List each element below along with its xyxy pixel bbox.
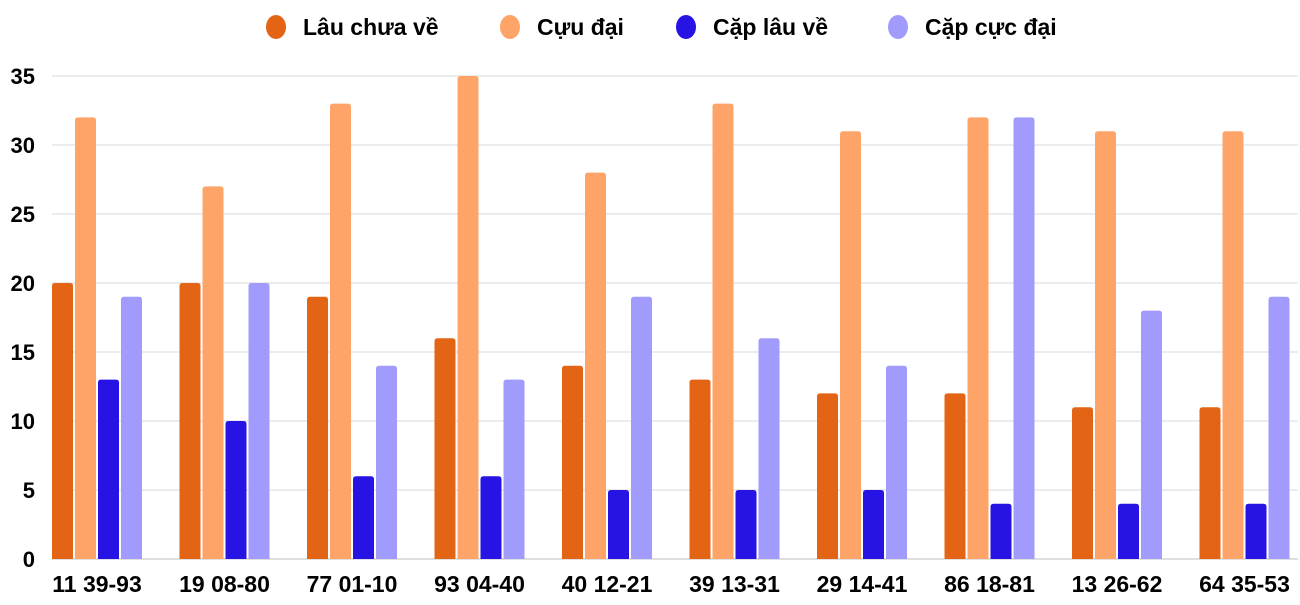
legend-swatch <box>676 15 696 39</box>
legend-swatch <box>888 15 908 39</box>
bar <box>457 76 479 559</box>
bar <box>1095 131 1116 559</box>
bar <box>944 393 966 559</box>
bars <box>52 76 1290 560</box>
bar <box>840 131 861 559</box>
legend[interactable]: Lâu chưa về Cựu đại Cặp lâu về Cặp cực đại <box>266 14 1057 40</box>
bar <box>202 186 224 559</box>
bar <box>353 476 374 559</box>
bar <box>225 421 247 559</box>
y-tick-label: 5 <box>23 478 35 503</box>
legend-item[interactable]: Cựu đại <box>500 14 624 40</box>
bar <box>480 476 502 559</box>
bar <box>1222 131 1244 559</box>
bar <box>817 393 838 559</box>
bar <box>689 379 711 559</box>
x-tick-label: 29 14-41 <box>817 571 908 597</box>
bar <box>1268 296 1290 559</box>
y-axis: 0 5 10 15 20 25 30 35 <box>11 64 35 572</box>
legend-item[interactable]: Cặp lâu về <box>676 14 828 40</box>
bar <box>1245 503 1267 559</box>
bar <box>503 379 525 559</box>
bar <box>758 338 780 559</box>
bar <box>967 117 989 560</box>
bar <box>608 490 629 559</box>
bar <box>863 490 884 559</box>
legend-label: Lâu chưa về <box>303 14 439 40</box>
legend-label: Cặp lâu về <box>713 14 828 40</box>
x-tick-label: 86 18-81 <box>944 571 1035 597</box>
legend-item[interactable]: Lâu chưa về <box>266 14 439 40</box>
x-tick-label: 13 26-62 <box>1072 571 1163 597</box>
bar <box>1118 503 1139 559</box>
bar <box>1013 117 1035 560</box>
bar <box>1199 407 1221 559</box>
bar <box>735 490 757 559</box>
bar <box>121 296 142 559</box>
bar <box>98 379 119 559</box>
x-tick-label: 93 04-40 <box>434 571 525 597</box>
x-tick-label: 11 39-93 <box>52 571 142 597</box>
y-tick-label: 10 <box>11 409 35 434</box>
x-tick-label: 40 12-21 <box>562 571 653 597</box>
x-axis: 11 39-93 19 08-80 77 01-10 93 04-40 40 12-21… <box>52 571 1290 597</box>
legend-label: Cựu đại <box>537 14 624 40</box>
bar <box>562 365 583 559</box>
bar <box>52 283 73 559</box>
legend-swatch <box>500 15 520 39</box>
y-tick-label: 25 <box>11 202 35 227</box>
bar <box>179 283 201 559</box>
y-tick-label: 30 <box>11 133 35 158</box>
y-tick-label: 20 <box>11 271 35 296</box>
bar <box>434 338 456 559</box>
bar <box>990 503 1012 559</box>
y-tick-label: 35 <box>11 64 35 89</box>
y-tick-label: 15 <box>11 340 35 365</box>
legend-item[interactable]: Cặp cực đại <box>888 14 1057 40</box>
bar <box>248 283 270 559</box>
x-tick-label: 77 01-10 <box>307 571 398 597</box>
x-tick-label: 64 35-53 <box>1199 571 1290 597</box>
bar <box>712 103 734 559</box>
bar <box>585 172 606 559</box>
bar <box>1072 407 1093 559</box>
x-tick-label: 39 13-31 <box>689 571 780 597</box>
bar <box>330 103 351 559</box>
bar <box>1141 310 1162 559</box>
y-tick-label: 0 <box>23 547 35 572</box>
legend-swatch <box>266 15 286 39</box>
legend-label: Cặp cực đại <box>925 14 1057 40</box>
x-tick-label: 19 08-80 <box>179 571 270 597</box>
bar <box>631 296 652 559</box>
bar <box>376 365 397 559</box>
bar <box>307 296 328 559</box>
bar <box>886 365 907 559</box>
bar <box>75 117 96 560</box>
